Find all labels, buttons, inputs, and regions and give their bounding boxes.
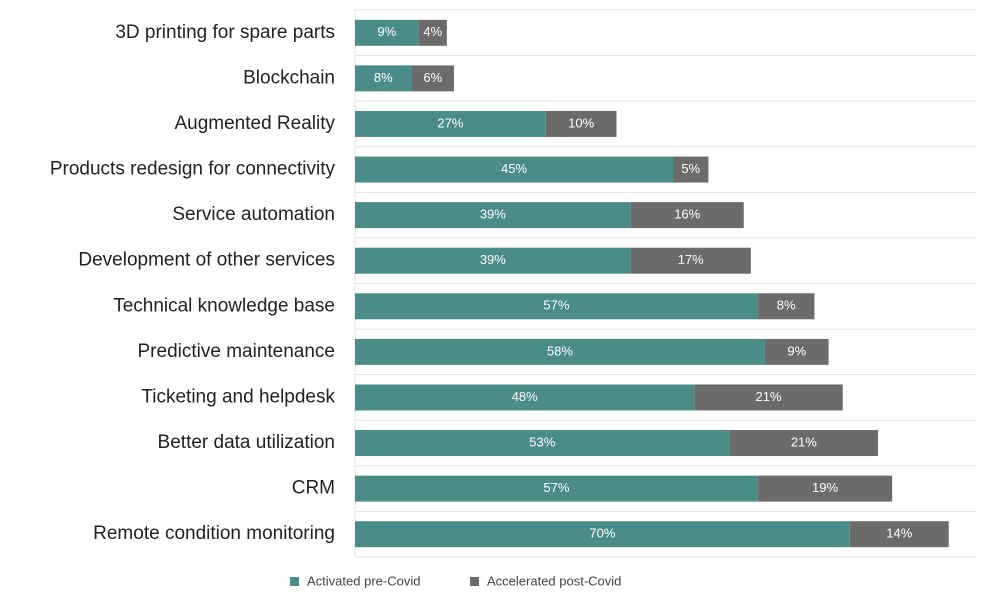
value-label: 21% bbox=[791, 434, 817, 449]
value-label: 9% bbox=[377, 24, 396, 39]
bar-segment bbox=[355, 293, 758, 320]
value-label: 4% bbox=[423, 24, 442, 39]
legend-label: Activated pre-Covid bbox=[307, 573, 420, 588]
value-label: 8% bbox=[374, 70, 393, 85]
bar-segment bbox=[630, 202, 744, 229]
bar-segment bbox=[694, 384, 843, 411]
category-label: 3D printing for spare parts bbox=[115, 22, 335, 43]
value-label: 27% bbox=[437, 115, 463, 130]
category-label: Ticketing and helpdesk bbox=[141, 386, 335, 407]
bar-segment bbox=[545, 110, 617, 137]
bar-segment bbox=[355, 521, 850, 548]
bar-segment bbox=[849, 521, 949, 548]
bar-segment bbox=[418, 19, 447, 46]
bar-segment bbox=[355, 430, 730, 457]
bar-segment bbox=[355, 110, 546, 137]
bar-segment bbox=[411, 65, 454, 92]
value-label: 39% bbox=[480, 207, 506, 222]
value-label: 57% bbox=[543, 298, 569, 313]
bar-segment bbox=[764, 338, 829, 365]
bar-segment bbox=[355, 475, 758, 502]
category-label: CRM bbox=[292, 478, 335, 499]
category-label: Predictive maintenance bbox=[138, 341, 336, 362]
value-label: 21% bbox=[755, 389, 781, 404]
bar-segment bbox=[757, 293, 815, 320]
value-label: 8% bbox=[777, 298, 796, 313]
value-label: 39% bbox=[480, 252, 506, 267]
category-label: Better data utilization bbox=[158, 432, 335, 453]
bar-segment bbox=[757, 475, 893, 502]
legend-swatch bbox=[290, 577, 299, 586]
value-label: 45% bbox=[501, 161, 527, 176]
bar-segment bbox=[630, 247, 751, 274]
category-label: Products redesign for connectivity bbox=[50, 159, 336, 180]
category-label: Remote condition monitoring bbox=[93, 523, 335, 544]
category-label: Augmented Reality bbox=[174, 113, 335, 134]
bar-segment bbox=[355, 19, 419, 46]
category-label: Blockchain bbox=[243, 67, 335, 88]
value-label: 53% bbox=[529, 434, 555, 449]
category-label: Development of other services bbox=[78, 250, 335, 271]
value-label: 10% bbox=[568, 115, 594, 130]
value-label: 19% bbox=[812, 480, 838, 495]
value-label: 48% bbox=[512, 389, 538, 404]
value-label: 14% bbox=[886, 526, 912, 541]
bar-segment bbox=[355, 202, 631, 229]
value-label: 70% bbox=[589, 526, 615, 541]
legend-label: Accelerated post-Covid bbox=[487, 573, 621, 588]
bar-segment bbox=[355, 247, 631, 274]
value-label: 17% bbox=[678, 252, 704, 267]
category-label: Service automation bbox=[172, 204, 335, 225]
bar-segment bbox=[355, 156, 674, 183]
value-label: 57% bbox=[543, 480, 569, 495]
bar-segment bbox=[355, 384, 695, 411]
bar-segment bbox=[355, 65, 412, 92]
legend-swatch bbox=[470, 577, 479, 586]
value-label: 6% bbox=[423, 70, 442, 85]
value-label: 58% bbox=[547, 343, 573, 358]
value-label: 5% bbox=[681, 161, 700, 176]
value-label: 16% bbox=[674, 207, 700, 222]
bar-segment bbox=[355, 338, 765, 365]
value-label: 9% bbox=[787, 343, 806, 358]
bar-segment bbox=[729, 430, 879, 457]
bar-segment bbox=[673, 156, 709, 183]
category-label: Technical knowledge base bbox=[113, 295, 335, 316]
